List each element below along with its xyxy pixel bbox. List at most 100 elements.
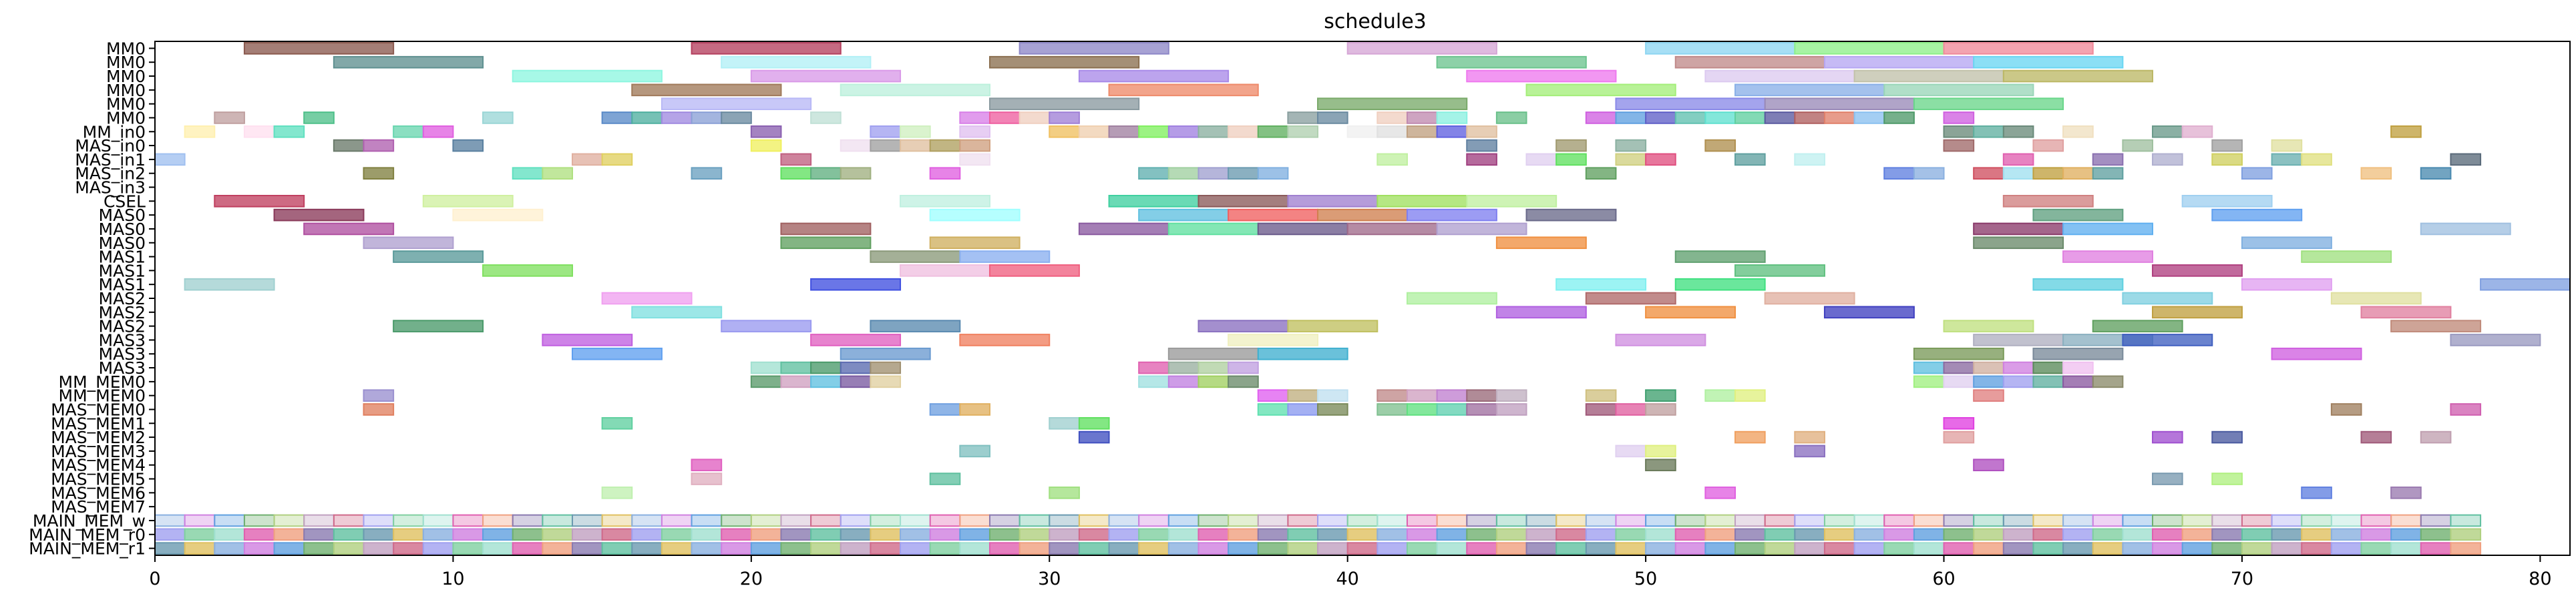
y-tick-label-29: MAS_MEM3 bbox=[51, 442, 146, 461]
task-bar-71 bbox=[900, 125, 931, 138]
task-bar-140 bbox=[1138, 167, 1169, 180]
task-bar-93 bbox=[2390, 125, 2422, 138]
task-bar-2 bbox=[1019, 42, 1169, 55]
memory-task-bar-34-55 bbox=[1794, 514, 1825, 527]
task-bar-206 bbox=[1674, 278, 1766, 291]
task-bar-261 bbox=[750, 375, 782, 388]
task-bar-100 bbox=[900, 139, 931, 152]
memory-task-bar-36-12 bbox=[512, 542, 544, 555]
memory-task-bar-36-33 bbox=[1138, 542, 1169, 555]
task-bar-58 bbox=[1764, 111, 1796, 124]
task-bar-247 bbox=[780, 361, 812, 374]
memory-task-bar-36-39 bbox=[1317, 542, 1348, 555]
memory-task-bar-36-73 bbox=[2330, 542, 2362, 555]
task-bar-177 bbox=[780, 222, 872, 236]
task-bar-279 bbox=[1287, 389, 1319, 402]
task-bar-94 bbox=[333, 139, 365, 152]
memory-task-bar-34-14 bbox=[571, 514, 603, 527]
task-bar-5 bbox=[1794, 42, 1945, 55]
task-bar-181 bbox=[1346, 222, 1438, 236]
memory-task-bar-36-18 bbox=[691, 542, 723, 555]
task-bar-299 bbox=[1436, 403, 1468, 416]
memory-task-bar-34-67 bbox=[2152, 514, 2183, 527]
task-bar-161 bbox=[1287, 195, 1378, 208]
task-bar-251 bbox=[1138, 361, 1169, 374]
task-bar-208 bbox=[2241, 278, 2332, 291]
memory-task-bar-34-76 bbox=[2420, 514, 2452, 527]
task-bar-123 bbox=[1734, 153, 1766, 166]
task-bar-267 bbox=[1167, 375, 1200, 388]
memory-task-bar-36-11 bbox=[482, 542, 514, 555]
task-bar-203 bbox=[184, 278, 275, 291]
task-bar-72 bbox=[959, 125, 990, 138]
chart-title: schedule3 bbox=[1324, 10, 1427, 33]
memory-task-bar-34-47 bbox=[1555, 514, 1587, 527]
x-tick-label-1: 10 bbox=[441, 569, 464, 589]
task-bar-9 bbox=[988, 55, 1140, 69]
task-bar-90 bbox=[2062, 125, 2094, 138]
task-bar-156 bbox=[214, 195, 305, 208]
task-bar-320 bbox=[1615, 444, 1647, 458]
memory-task-bar-36-58 bbox=[1883, 542, 1915, 555]
task-bar-79 bbox=[1228, 125, 1259, 138]
y-tick-label-20: MAS2 bbox=[99, 317, 146, 336]
task-bar-77 bbox=[1167, 125, 1200, 138]
memory-task-bar-35-74 bbox=[2360, 528, 2392, 541]
memory-task-bar-36-61 bbox=[1973, 542, 2004, 555]
memory-task-bar-34-5 bbox=[303, 514, 335, 527]
memory-task-bar-36-44 bbox=[1466, 542, 1497, 555]
task-bar-319 bbox=[959, 444, 990, 458]
task-bar-291 bbox=[363, 403, 395, 416]
task-bar-147 bbox=[1913, 167, 1945, 180]
task-bar-321 bbox=[1645, 444, 1676, 458]
memory-task-bar-35-45 bbox=[1495, 528, 1527, 541]
memory-task-bar-35-49 bbox=[1615, 528, 1647, 541]
task-bar-308 bbox=[1049, 416, 1080, 430]
task-bar-137 bbox=[810, 167, 842, 180]
task-bar-154 bbox=[2360, 167, 2392, 180]
task-bar-234 bbox=[1615, 334, 1706, 346]
memory-task-bar-35-72 bbox=[2301, 528, 2332, 541]
task-bar-55 bbox=[1674, 111, 1706, 124]
memory-task-bar-36-9 bbox=[422, 542, 454, 555]
task-bar-276 bbox=[2092, 375, 2124, 388]
y-tick-label-5: MM0 bbox=[106, 108, 146, 127]
task-bar-316 bbox=[2211, 430, 2243, 444]
task-bar-218 bbox=[1645, 306, 1736, 319]
task-bar-52 bbox=[1585, 111, 1617, 124]
memory-task-bar-34-59 bbox=[1913, 514, 1945, 527]
task-bar-317 bbox=[2360, 430, 2392, 444]
memory-task-bar-36-77 bbox=[2450, 542, 2482, 555]
task-bar-23 bbox=[1108, 83, 1259, 97]
y-tick-label-25: MM_MEM0 bbox=[59, 386, 146, 406]
memory-task-bar-34-44 bbox=[1466, 514, 1497, 527]
memory-task-bar-35-56 bbox=[1823, 528, 1855, 541]
task-bar-244 bbox=[2032, 347, 2124, 360]
memory-task-bar-36-40 bbox=[1346, 542, 1378, 555]
memory-task-bar-34-37 bbox=[1257, 514, 1289, 527]
task-bar-258 bbox=[2002, 361, 2034, 374]
memory-task-bar-36-20 bbox=[750, 542, 782, 555]
memory-task-bar-34-2 bbox=[214, 514, 245, 527]
memory-task-bar-36-15 bbox=[601, 542, 633, 555]
memory-task-bar-35-41 bbox=[1376, 528, 1408, 541]
task-bar-0 bbox=[243, 42, 395, 55]
y-tick-label-9: MAS_in2 bbox=[75, 164, 146, 184]
memory-task-bar-36-28 bbox=[988, 542, 1021, 555]
task-bar-243 bbox=[1913, 347, 2004, 360]
task-bar-41 bbox=[810, 111, 842, 124]
y-tick-label-1: MM0 bbox=[106, 53, 146, 72]
task-bar-50 bbox=[1436, 111, 1468, 124]
memory-task-bar-36-2 bbox=[214, 542, 245, 555]
memory-task-bar-36-29 bbox=[1019, 542, 1051, 555]
x-tick-label-4: 40 bbox=[1336, 569, 1358, 589]
y-tick-label-16: MAS1 bbox=[99, 261, 146, 280]
task-bar-139 bbox=[929, 167, 961, 180]
task-bar-227 bbox=[1943, 320, 2034, 332]
task-bar-260 bbox=[2062, 361, 2094, 374]
memory-task-bar-34-40 bbox=[1346, 514, 1378, 527]
task-bar-29 bbox=[1317, 97, 1468, 110]
y-tick-label-15: MAS1 bbox=[99, 248, 146, 267]
task-bar-205 bbox=[1555, 278, 1647, 291]
task-bar-7 bbox=[333, 55, 484, 69]
